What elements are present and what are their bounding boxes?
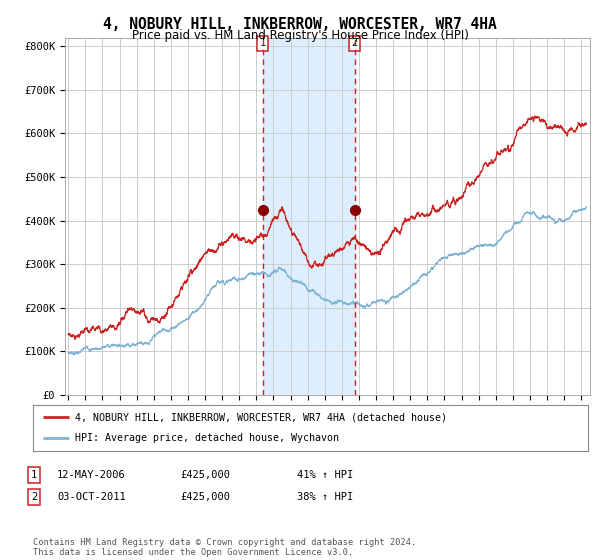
Text: 03-OCT-2011: 03-OCT-2011 <box>57 492 126 502</box>
Text: 4, NOBURY HILL, INKBERROW, WORCESTER, WR7 4HA: 4, NOBURY HILL, INKBERROW, WORCESTER, WR… <box>103 17 497 32</box>
Text: 1: 1 <box>260 38 266 48</box>
Text: 4, NOBURY HILL, INKBERROW, WORCESTER, WR7 4HA (detached house): 4, NOBURY HILL, INKBERROW, WORCESTER, WR… <box>74 412 446 422</box>
Text: Contains HM Land Registry data © Crown copyright and database right 2024.
This d: Contains HM Land Registry data © Crown c… <box>33 538 416 557</box>
Text: 12-MAY-2006: 12-MAY-2006 <box>57 470 126 480</box>
Text: 1: 1 <box>31 470 37 480</box>
Text: HPI: Average price, detached house, Wychavon: HPI: Average price, detached house, Wych… <box>74 433 338 444</box>
Text: £425,000: £425,000 <box>180 492 230 502</box>
Text: £425,000: £425,000 <box>180 470 230 480</box>
Text: 38% ↑ HPI: 38% ↑ HPI <box>297 492 353 502</box>
Bar <box>263 38 355 395</box>
Text: 2: 2 <box>352 38 358 48</box>
Text: 41% ↑ HPI: 41% ↑ HPI <box>297 470 353 480</box>
Text: 2: 2 <box>31 492 37 502</box>
Text: Price paid vs. HM Land Registry's House Price Index (HPI): Price paid vs. HM Land Registry's House … <box>131 29 469 42</box>
